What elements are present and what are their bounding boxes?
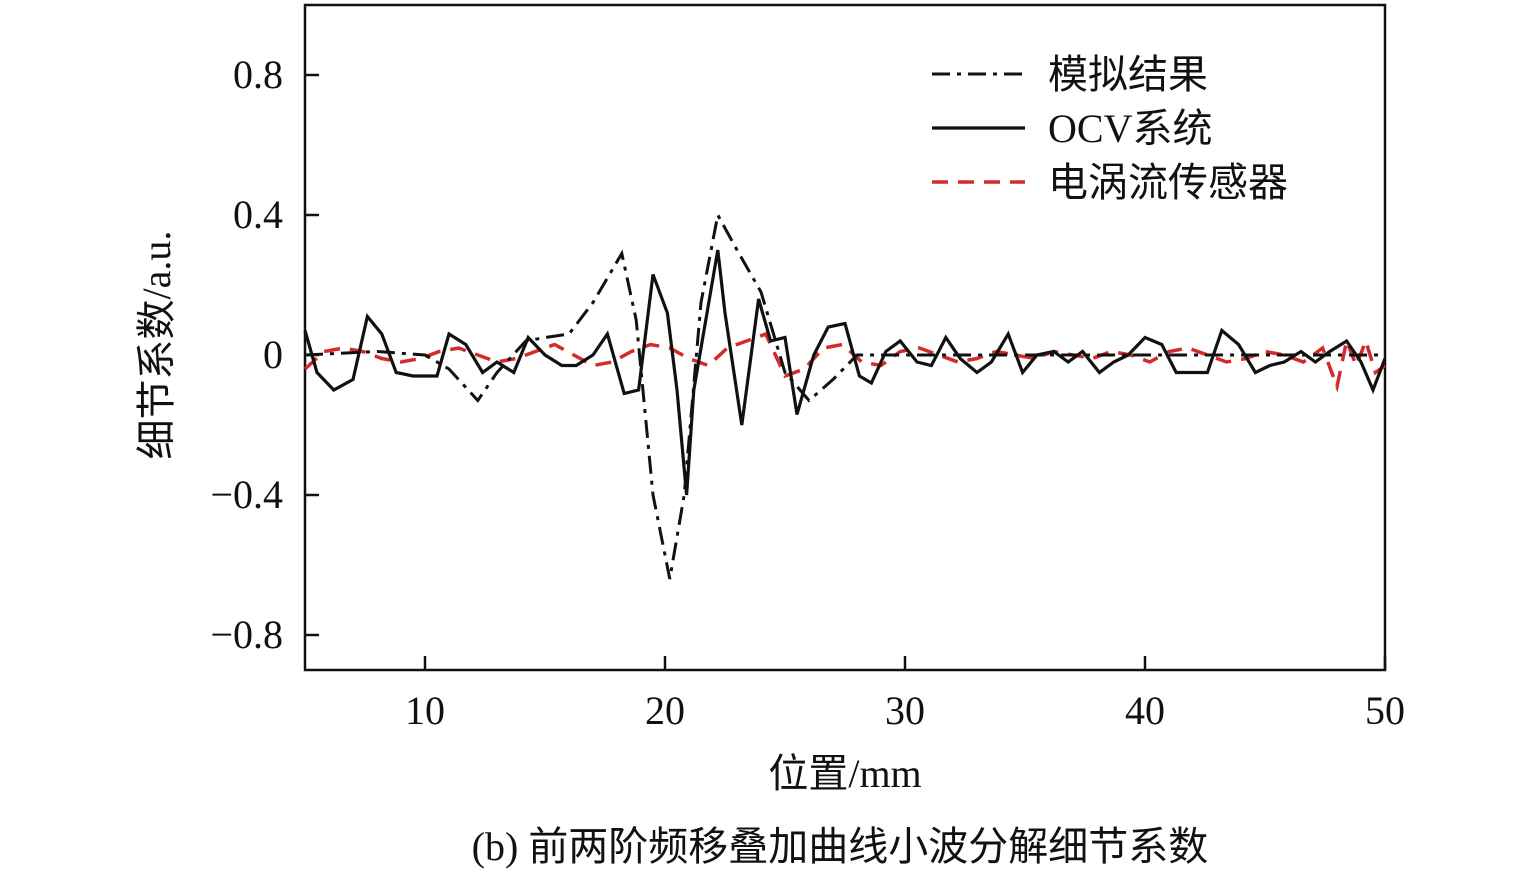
plot-area-border <box>303 3 1387 672</box>
plot-frame <box>303 3 1387 672</box>
legend-label-2: 电涡流传感器 <box>1048 160 1288 205</box>
x-tick-label: 30 <box>885 688 925 733</box>
y-tick-label: 0.8 <box>233 52 283 97</box>
x-axis: 10 20 30 40 50 <box>405 656 1405 733</box>
y-tick-label: 0 <box>263 332 283 377</box>
series-layer <box>303 210 1387 580</box>
x-tick-label: 50 <box>1365 688 1405 733</box>
y-tick-label: −0.4 <box>210 472 283 517</box>
y-tick-label: −0.8 <box>210 612 283 657</box>
figure-caption: (b) 前两阶频移叠加曲线小波分解细节系数 <box>472 824 1209 869</box>
x-tick-label: 10 <box>405 688 445 733</box>
series-line-2 <box>303 331 1387 393</box>
y-axis-title: 细节系数/a.u. <box>134 231 179 460</box>
legend-label-1: OCV系统 <box>1048 106 1212 151</box>
y-tick-label: 0.4 <box>233 192 283 237</box>
legend-label-0: 模拟结果 <box>1048 52 1208 97</box>
x-tick-label: 20 <box>645 688 685 733</box>
series-line-0 <box>304 210 1385 580</box>
series-line-1 <box>303 249 1387 496</box>
x-axis-title: 位置/mm <box>768 751 921 796</box>
x-tick-label: 40 <box>1125 688 1165 733</box>
y-axis: 0.8 0.4 0 −0.4 −0.8 <box>210 52 319 657</box>
